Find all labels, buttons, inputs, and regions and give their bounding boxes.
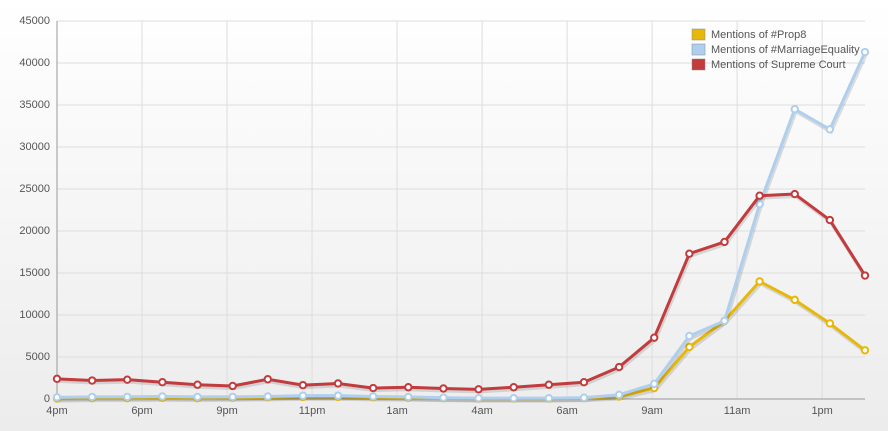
data-point bbox=[404, 383, 413, 392]
x-tick-label: 9pm bbox=[216, 405, 237, 417]
data-point bbox=[860, 346, 870, 355]
data-point bbox=[790, 295, 799, 305]
data-point bbox=[544, 380, 554, 389]
data-point bbox=[544, 393, 554, 403]
data-point bbox=[755, 199, 764, 209]
data-point bbox=[193, 380, 202, 389]
data-point bbox=[650, 379, 659, 389]
data-point bbox=[123, 392, 132, 402]
data-point bbox=[158, 378, 167, 387]
data-point bbox=[825, 319, 835, 328]
data-point bbox=[333, 379, 343, 388]
legend-swatch bbox=[691, 43, 706, 56]
data-point bbox=[720, 316, 729, 326]
legend-label: Mentions of Supreme Court bbox=[711, 59, 846, 71]
data-point bbox=[685, 342, 694, 352]
data-point bbox=[368, 383, 378, 393]
data-point bbox=[579, 393, 589, 402]
data-point bbox=[790, 105, 799, 114]
data-point bbox=[439, 384, 448, 393]
y-tick-label: 35000 bbox=[19, 99, 50, 111]
x-tick-label: 11am bbox=[724, 405, 751, 417]
x-tick-label: 1am bbox=[386, 405, 407, 417]
data-point bbox=[720, 237, 729, 247]
data-point bbox=[650, 333, 659, 342]
y-tick-label: 40000 bbox=[19, 57, 50, 69]
y-tick-label: 0 bbox=[44, 393, 50, 405]
data-point bbox=[52, 374, 62, 384]
data-point bbox=[158, 392, 167, 401]
data-point bbox=[333, 391, 343, 400]
x-tick-label: 4am bbox=[471, 405, 492, 417]
line-shadow bbox=[57, 194, 868, 394]
data-point bbox=[509, 383, 518, 392]
data-point bbox=[52, 393, 62, 402]
data-point bbox=[474, 385, 483, 394]
y-tick-label: 5000 bbox=[26, 351, 50, 363]
data-point bbox=[263, 392, 272, 401]
y-tick-label: 25000 bbox=[19, 183, 50, 195]
data-point bbox=[755, 191, 764, 200]
x-tick-label: 6pm bbox=[131, 405, 152, 417]
data-point bbox=[298, 391, 308, 400]
data-point bbox=[228, 392, 237, 402]
series-line bbox=[56, 51, 867, 400]
x-tick-label: 9am bbox=[641, 405, 662, 417]
data-point bbox=[614, 362, 624, 372]
data-point bbox=[87, 376, 97, 385]
data-point bbox=[474, 393, 483, 403]
data-point bbox=[579, 378, 589, 387]
data-point bbox=[825, 125, 835, 134]
data-point bbox=[685, 249, 694, 258]
data-point bbox=[228, 381, 237, 391]
data-point bbox=[685, 331, 694, 341]
y-tick-label: 45000 bbox=[19, 15, 50, 27]
data-point bbox=[298, 380, 308, 390]
legend-label: Mentions of #MarriageEquality bbox=[711, 44, 860, 56]
data-point bbox=[263, 375, 272, 384]
series-line bbox=[56, 192, 867, 391]
data-point bbox=[790, 189, 799, 199]
data-point bbox=[193, 392, 202, 402]
data-point bbox=[123, 375, 132, 384]
y-tick-label: 20000 bbox=[19, 225, 50, 237]
y-tick-label: 30000 bbox=[19, 141, 50, 153]
data-point bbox=[368, 392, 378, 401]
data-point bbox=[404, 392, 413, 402]
x-tick-label: 4pm bbox=[46, 405, 67, 417]
x-tick-label: 1pm bbox=[811, 405, 832, 417]
data-point bbox=[825, 215, 835, 225]
legend-swatch bbox=[691, 28, 706, 41]
data-point bbox=[614, 390, 624, 399]
y-tick-label: 10000 bbox=[19, 309, 50, 321]
line-shadow bbox=[57, 53, 868, 403]
x-tick-label: 6am bbox=[556, 405, 577, 417]
data-point bbox=[860, 47, 870, 57]
data-point bbox=[860, 271, 870, 280]
data-point bbox=[439, 393, 448, 402]
y-tick-label: 15000 bbox=[19, 267, 50, 279]
x-tick-label: 11pm bbox=[299, 405, 326, 417]
line-shadow bbox=[57, 280, 868, 403]
legend-label: Mentions of #Prop8 bbox=[711, 29, 806, 41]
data-point bbox=[87, 392, 97, 402]
legend-swatch bbox=[691, 58, 706, 71]
data-point bbox=[755, 277, 764, 286]
data-point bbox=[509, 393, 518, 403]
